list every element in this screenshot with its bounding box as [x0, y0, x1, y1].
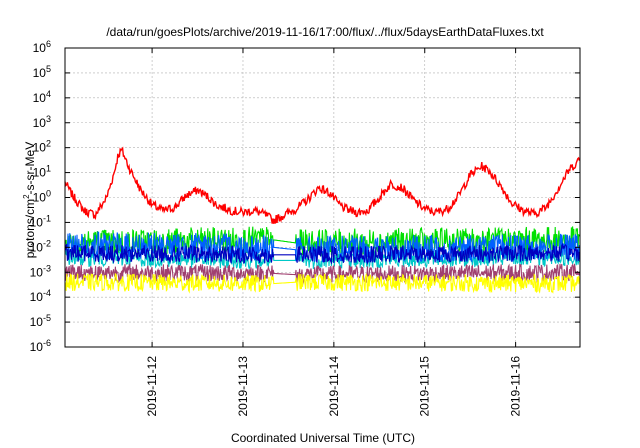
y-tick-base: 10	[30, 340, 44, 354]
y-tick-label: 104	[33, 89, 51, 105]
x-tick-label: 2019-11-15	[418, 356, 432, 417]
y-tick-label: 10-6	[30, 338, 51, 354]
y-tick-exponent: 4	[46, 89, 51, 99]
y-tick-base: 10	[30, 315, 44, 329]
y-axis-label: protons/cm2-s-sr-MeV	[22, 142, 37, 258]
y-tick-label: 106	[33, 39, 51, 55]
y-tick-base: 10	[33, 91, 47, 105]
y-tick-exponent: 5	[46, 64, 51, 74]
y-tick-label: 10-5	[30, 313, 51, 329]
series-line-0	[64, 146, 581, 224]
y-tick-base: 10	[33, 66, 47, 80]
y-tick-label: 103	[33, 114, 51, 130]
y-tick-exponent: -2	[43, 238, 51, 248]
y-tick-base: 10	[30, 265, 44, 279]
x-tick-label: 2019-11-12	[145, 356, 159, 417]
y-axis-label-prefix: protons/cm	[23, 199, 37, 258]
axis-ticks: 10-610-510-410-310-210-11001011021031041…	[30, 39, 580, 417]
y-tick-base: 10	[30, 215, 44, 229]
y-axis-label-suffix: -s-sr-MeV	[23, 142, 37, 195]
y-tick-exponent: 2	[46, 139, 51, 149]
y-tick-base: 10	[30, 290, 44, 304]
y-tick-base: 10	[33, 116, 47, 130]
y-tick-exponent: -4	[43, 288, 51, 298]
x-tick-label: 2019-11-14	[327, 356, 341, 417]
y-tick-label: 10-1	[30, 213, 51, 229]
y-tick-label: 10-2	[30, 238, 51, 254]
y-tick-label: 105	[33, 64, 51, 80]
y-tick-exponent: -6	[43, 338, 51, 348]
y-axis-label-sup: 2	[22, 194, 31, 199]
y-tick-exponent: 6	[46, 39, 51, 49]
y-tick-exponent: 0	[46, 189, 51, 199]
y-tick-base: 10	[33, 191, 47, 205]
series-line-4	[64, 242, 581, 265]
y-tick-base: 10	[30, 240, 44, 254]
y-tick-exponent: -3	[43, 263, 51, 273]
x-axis-label: Coordinated Universal Time (UTC)	[231, 431, 415, 445]
y-tick-exponent: 3	[46, 114, 51, 124]
series-line-3	[64, 231, 581, 263]
y-tick-label: 100	[33, 189, 51, 205]
y-tick-exponent: -1	[43, 213, 51, 223]
y-tick-exponent: 1	[46, 164, 51, 174]
y-tick-label: 10-4	[30, 288, 51, 304]
y-tick-base: 10	[33, 166, 47, 180]
series-line-6	[64, 272, 581, 294]
y-tick-label: 101	[33, 164, 51, 180]
chart-title: /data/run/goesPlots/archive/2019-11-16/1…	[106, 25, 544, 39]
y-tick-base: 10	[33, 141, 47, 155]
x-tick-label: 2019-11-13	[236, 356, 250, 417]
y-tick-label: 102	[33, 139, 51, 155]
data-series	[64, 146, 581, 294]
y-tick-exponent: -5	[43, 313, 51, 323]
y-tick-label: 10-3	[30, 263, 51, 279]
x-tick-label: 2019-11-16	[509, 356, 523, 417]
y-tick-base: 10	[33, 41, 47, 55]
